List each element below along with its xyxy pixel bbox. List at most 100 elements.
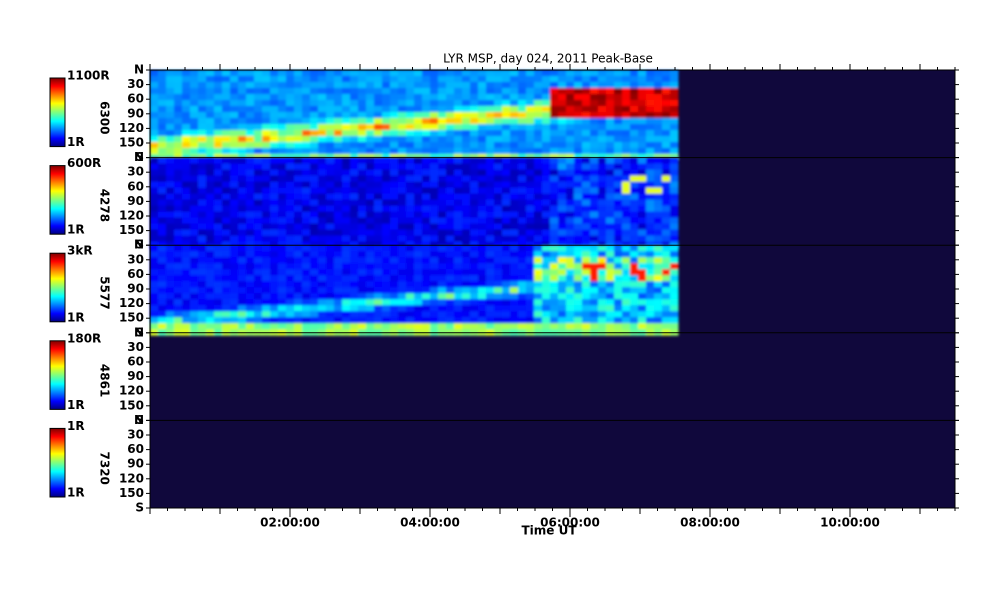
image-cell bbox=[518, 187, 527, 195]
image-cell bbox=[310, 187, 319, 195]
image-cell bbox=[214, 217, 223, 225]
image-cell bbox=[342, 142, 351, 149]
image-cell bbox=[150, 251, 159, 258]
image-cell bbox=[438, 287, 447, 294]
image-cell bbox=[566, 275, 575, 282]
image-cell bbox=[262, 323, 271, 330]
image-cell bbox=[382, 70, 391, 77]
image-cell bbox=[526, 136, 535, 143]
image-cell bbox=[182, 229, 191, 237]
image-cell bbox=[262, 112, 271, 119]
image-cell bbox=[654, 70, 663, 77]
image-cell bbox=[526, 317, 535, 324]
image-cell bbox=[526, 287, 535, 294]
image-cell bbox=[526, 106, 535, 113]
image-cell bbox=[414, 229, 423, 237]
image-cell bbox=[622, 205, 631, 213]
image-cell bbox=[246, 205, 255, 213]
image-cell bbox=[262, 187, 271, 195]
image-cell bbox=[214, 211, 223, 219]
image-cell bbox=[574, 211, 583, 219]
y-tick-label: 60 bbox=[127, 179, 144, 193]
colorbar-max-label: 180R bbox=[67, 331, 101, 345]
image-cell bbox=[574, 293, 583, 300]
image-cell bbox=[278, 217, 287, 225]
image-cell bbox=[382, 187, 391, 195]
image-cell bbox=[654, 112, 663, 119]
image-cell bbox=[518, 299, 527, 306]
image-cell bbox=[422, 175, 431, 183]
image-cell bbox=[366, 118, 375, 125]
image-cell bbox=[254, 175, 263, 183]
image-cell bbox=[174, 287, 183, 294]
image-cell bbox=[358, 100, 367, 107]
image-cell bbox=[502, 251, 511, 258]
image-cell bbox=[638, 118, 647, 125]
image-cell bbox=[438, 299, 447, 306]
image-cell bbox=[222, 100, 231, 107]
image-cell bbox=[550, 293, 559, 300]
image-cell bbox=[246, 263, 255, 270]
image-cell bbox=[550, 76, 559, 83]
image-cell bbox=[478, 169, 487, 177]
image-cell bbox=[414, 148, 423, 155]
image-cell bbox=[542, 251, 551, 258]
image-cell bbox=[198, 211, 207, 219]
image-cell bbox=[238, 251, 247, 258]
image-cell bbox=[646, 169, 655, 177]
image-cell bbox=[166, 130, 175, 137]
image-cell bbox=[494, 187, 503, 195]
image-cell bbox=[582, 257, 591, 264]
image-cell bbox=[438, 205, 447, 213]
image-cell bbox=[262, 124, 271, 131]
image-cell bbox=[206, 76, 215, 83]
image-cell bbox=[382, 148, 391, 155]
image-cell bbox=[390, 100, 399, 107]
image-cell bbox=[350, 136, 359, 143]
image-cell bbox=[486, 199, 495, 207]
image-cell bbox=[382, 76, 391, 83]
image-cell bbox=[190, 142, 199, 149]
image-cell bbox=[470, 136, 479, 143]
image-cell bbox=[214, 257, 223, 264]
image-cell bbox=[462, 181, 471, 189]
image-cell bbox=[582, 157, 591, 165]
image-cell bbox=[182, 157, 191, 165]
image-cell bbox=[334, 124, 343, 131]
image-cell bbox=[414, 245, 423, 252]
image-cell bbox=[598, 205, 607, 213]
image-cell bbox=[206, 130, 215, 137]
image-cell bbox=[254, 235, 263, 243]
image-cell bbox=[262, 205, 271, 213]
image-cell bbox=[574, 323, 583, 330]
image-cell bbox=[214, 199, 223, 207]
image-cell bbox=[422, 229, 431, 237]
image-cell bbox=[614, 275, 623, 282]
image-cell bbox=[550, 305, 559, 312]
image-cell bbox=[582, 323, 591, 330]
image-cell bbox=[654, 118, 663, 125]
image-cell bbox=[670, 181, 679, 189]
image-cell bbox=[438, 251, 447, 258]
image-cell bbox=[374, 175, 383, 183]
image-cell bbox=[566, 88, 575, 95]
image-cell bbox=[390, 217, 399, 225]
image-cell bbox=[198, 305, 207, 312]
image-cell bbox=[502, 263, 511, 270]
image-cell bbox=[150, 269, 159, 276]
image-cell bbox=[214, 223, 223, 231]
image-cell bbox=[190, 100, 199, 107]
image-cell bbox=[510, 317, 519, 324]
image-cell bbox=[334, 100, 343, 107]
image-cell bbox=[262, 157, 271, 165]
colorbar bbox=[49, 77, 66, 148]
image-cell bbox=[614, 245, 623, 252]
image-cell bbox=[550, 100, 559, 107]
image-cell bbox=[582, 199, 591, 207]
image-cell bbox=[294, 124, 303, 131]
image-cell bbox=[246, 106, 255, 113]
image-cell bbox=[582, 94, 591, 101]
image-cell bbox=[198, 275, 207, 282]
image-cell bbox=[422, 136, 431, 143]
image-cell bbox=[470, 82, 479, 89]
